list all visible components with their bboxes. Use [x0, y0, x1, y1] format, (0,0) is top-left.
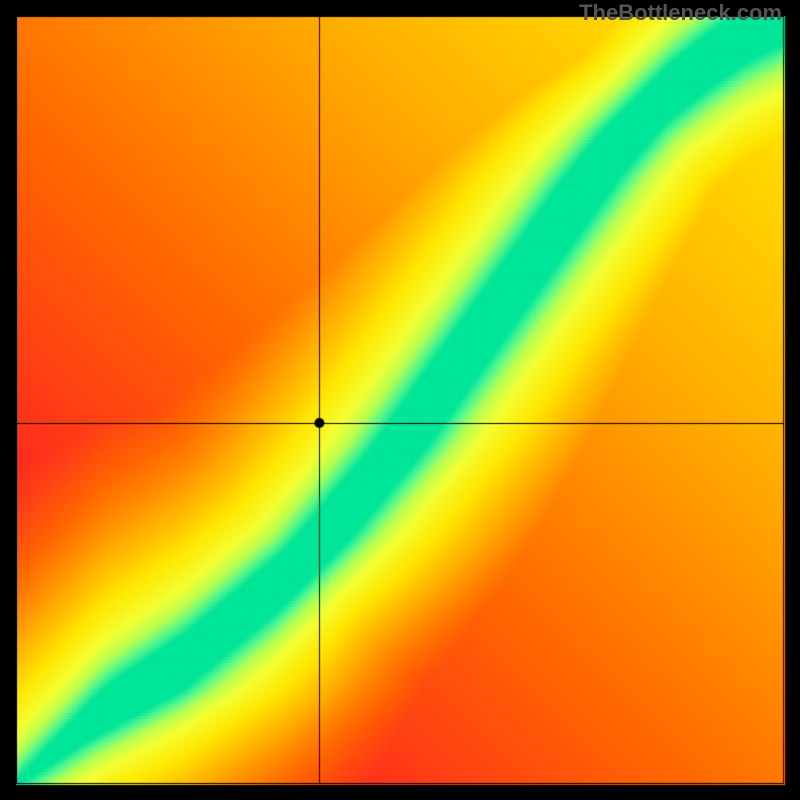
chart-container: TheBottleneck.com [0, 0, 800, 800]
heatmap-canvas [0, 0, 800, 800]
